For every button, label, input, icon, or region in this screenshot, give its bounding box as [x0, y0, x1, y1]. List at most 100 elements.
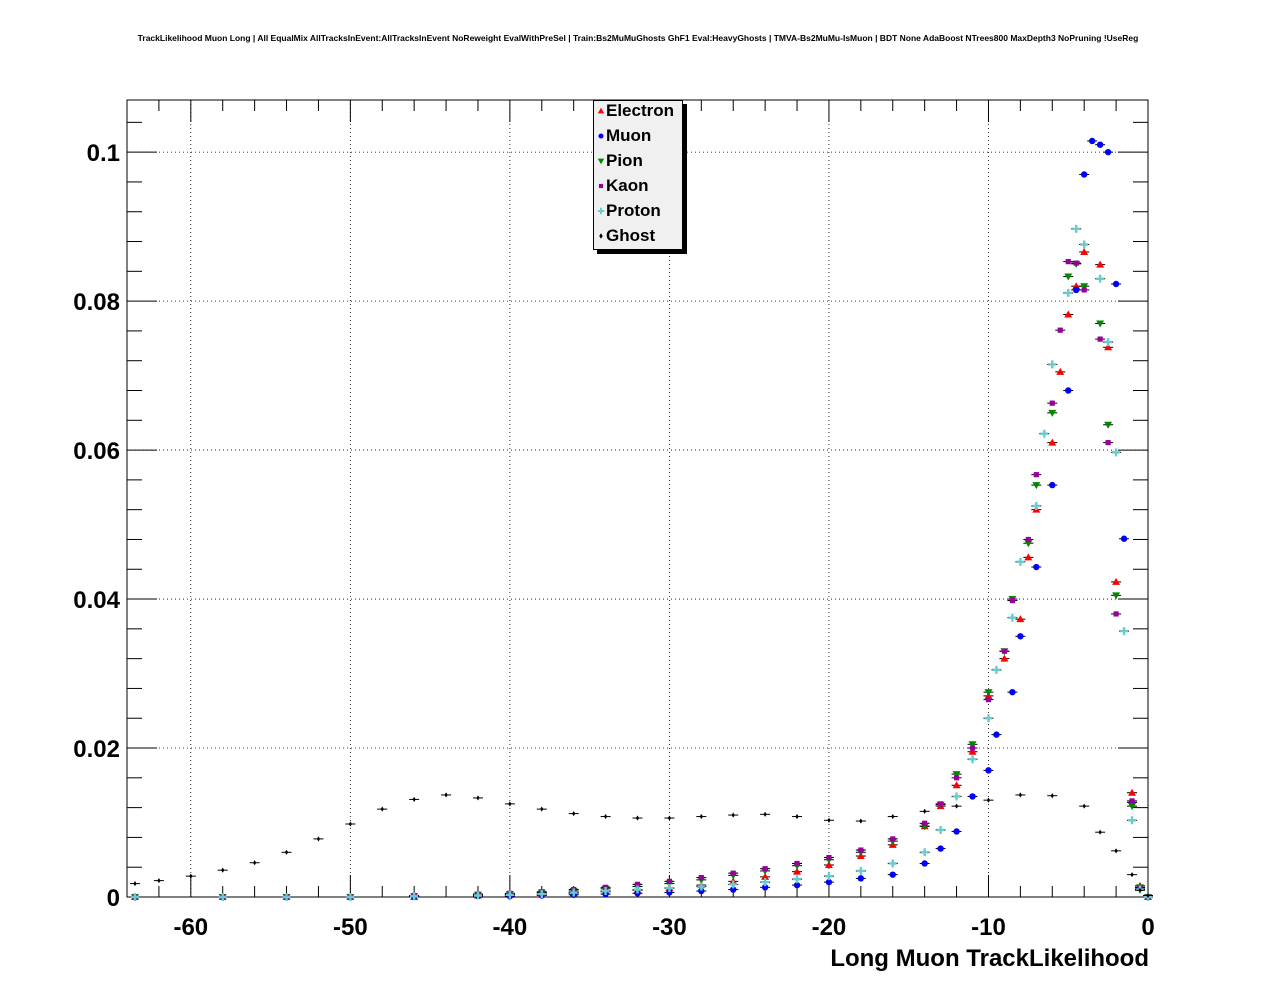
pion-point	[952, 771, 961, 779]
muon-point	[953, 828, 960, 835]
kaon-point	[1033, 472, 1039, 478]
ghost-point	[954, 803, 959, 809]
legend-item-kaon: Kaon	[594, 176, 682, 201]
ghost-point	[891, 814, 895, 820]
electron-point	[793, 867, 802, 875]
kaon-point	[922, 820, 928, 826]
electron-point	[952, 781, 961, 789]
electron-point	[1064, 310, 1073, 318]
kaon-point	[938, 801, 944, 807]
muon-point	[698, 887, 705, 895]
proton-point	[856, 866, 865, 875]
proton-point	[1120, 627, 1129, 636]
proton-point	[1112, 448, 1121, 457]
proton-point	[218, 893, 227, 901]
muon-point	[1120, 535, 1128, 542]
x-tick-label: -40	[493, 914, 528, 941]
muon-point	[1017, 633, 1024, 640]
ghost-point	[221, 867, 225, 873]
ghost-point	[986, 797, 991, 803]
proton-point	[1040, 429, 1049, 438]
proton-point	[473, 891, 482, 900]
proton-point	[569, 888, 578, 897]
proton-point	[1080, 240, 1089, 249]
pion-point	[1048, 409, 1057, 417]
ghost-point	[444, 792, 448, 798]
kaon-point	[953, 775, 960, 781]
ghost-point	[316, 836, 321, 842]
electron-point	[1128, 788, 1137, 796]
kaon-point	[730, 870, 736, 876]
ghost-point	[731, 812, 735, 818]
proton-point	[346, 893, 355, 901]
ghost-point	[1098, 829, 1102, 835]
electron-point	[1048, 438, 1057, 446]
kaon-point	[858, 847, 864, 853]
legend-marker-proton	[597, 207, 605, 215]
pion-point	[984, 689, 993, 697]
muon-point	[1088, 137, 1096, 145]
legend-marker-shape	[598, 183, 604, 189]
electron-point	[1104, 343, 1113, 351]
axis-ticks	[126, 100, 1149, 898]
y-tick-label: 0	[107, 885, 120, 912]
kaon-point	[1057, 327, 1063, 333]
ghost-point	[189, 873, 193, 879]
kaon-point	[826, 854, 832, 861]
proton-point	[992, 665, 1001, 674]
ghost-point	[1050, 793, 1054, 799]
muon-point	[1096, 141, 1104, 148]
legend: Electron Muon Pion Kaon Proton Ghost	[593, 100, 683, 250]
muon-point	[857, 875, 865, 882]
ghost-point	[476, 795, 480, 801]
kaon-point	[985, 697, 992, 703]
proton-point	[1128, 816, 1137, 825]
electron-point	[1016, 615, 1025, 623]
muon-point	[937, 845, 944, 852]
kaon-point	[762, 866, 768, 872]
pion-point	[1096, 320, 1105, 328]
ghost-point	[540, 806, 544, 812]
kaon-point	[1025, 536, 1031, 543]
y-tick-label: 0.06	[73, 438, 120, 465]
pion-point	[1080, 283, 1089, 291]
muon-point	[1073, 286, 1080, 294]
electron-point	[1056, 367, 1065, 375]
x-tick-label: -20	[812, 914, 847, 941]
legend-marker-shape	[597, 107, 605, 114]
ghost-point	[827, 817, 831, 823]
proton-point	[984, 714, 993, 723]
proton-point	[282, 893, 291, 901]
series-ghost	[129, 792, 1153, 899]
pion-point	[1064, 273, 1073, 281]
kaon-point	[1097, 336, 1103, 342]
x-axis-label: Long Muon TrackLikelihood	[830, 945, 1149, 972]
x-tick-label: -30	[652, 914, 687, 941]
x-tick-label: -50	[333, 914, 368, 941]
legend-marker-kaon	[598, 183, 604, 189]
proton-point	[410, 892, 419, 901]
ghost-point	[157, 878, 161, 884]
ghost-point	[1146, 892, 1150, 899]
legend-label: Electron	[606, 101, 675, 120]
electron-point	[1112, 577, 1121, 585]
proton-point	[968, 755, 977, 764]
pion-point	[1104, 421, 1113, 429]
electron-point	[1024, 553, 1033, 561]
legend-marker-shape	[597, 207, 605, 215]
kaon-point	[969, 745, 976, 751]
kaon-point	[794, 860, 800, 867]
ghost-point	[1138, 887, 1142, 893]
ghost-point	[699, 814, 703, 820]
kaon-point	[1081, 287, 1087, 293]
proton-point	[1104, 338, 1113, 347]
ghost-point	[603, 814, 608, 820]
ghost-point	[572, 811, 576, 817]
kaon-point	[1065, 259, 1071, 265]
proton-point	[888, 859, 897, 868]
electron-point	[1080, 247, 1089, 255]
legend-marker-pion	[597, 158, 605, 165]
pion-point	[1032, 482, 1041, 490]
ghost-point	[380, 806, 384, 812]
